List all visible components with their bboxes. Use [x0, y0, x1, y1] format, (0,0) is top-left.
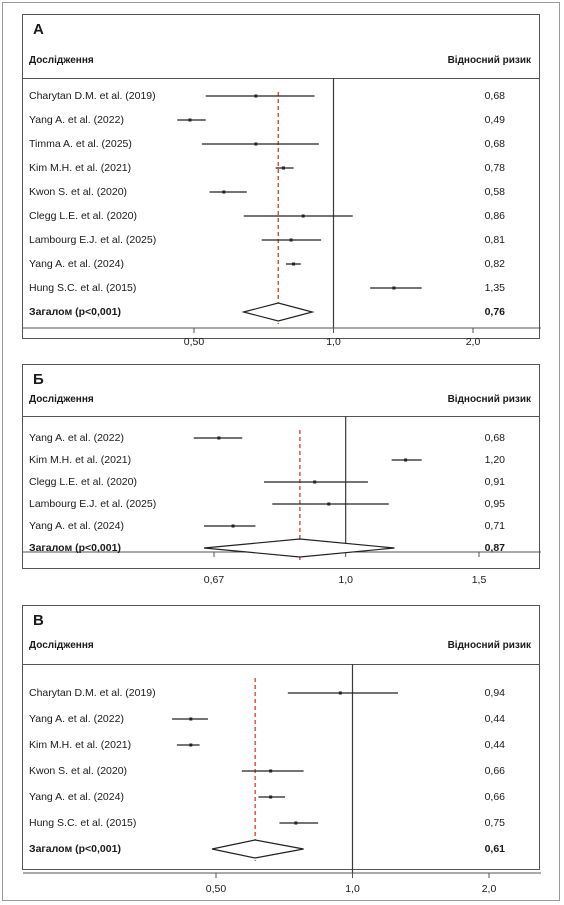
point-estimate: [301, 214, 305, 218]
study-name: Lambourg E.J. et al. (2025): [29, 498, 157, 510]
study-name: Yang A. et al. (2024): [29, 520, 124, 532]
point-estimate: [189, 743, 193, 747]
study-name: Lambourg E.J. et al. (2025): [29, 234, 157, 246]
study-name: Kwon S. et al. (2020): [29, 186, 128, 198]
overall-rr-value: 0,61: [484, 843, 505, 855]
header-divider: [23, 664, 539, 665]
x-tick-label: 0,50: [183, 336, 205, 348]
point-estimate: [254, 94, 258, 98]
study-name: Charytan D.M. et al. (2019): [29, 687, 156, 699]
study-rr-value: 0,49: [484, 114, 505, 126]
study-name: Kim M.H. et al. (2021): [29, 739, 132, 751]
study-rr-value: 0,81: [484, 234, 505, 246]
forest-plot-area: [23, 78, 541, 333]
study-rr-value: 0,71: [484, 520, 505, 532]
study-rr-value: 1,20: [484, 454, 505, 466]
overall-diamond: [203, 538, 395, 558]
x-tick-label: 2,0: [481, 883, 497, 895]
point-estimate: [338, 691, 342, 695]
forest-plot-area: [23, 664, 541, 878]
study-rr-value: 0,66: [484, 765, 505, 777]
study-rr-value: 0,94: [484, 687, 505, 699]
point-estimate: [289, 238, 293, 242]
x-tick-label: 1,0: [345, 883, 360, 895]
overall-label: Загалом (p<0,001): [29, 306, 121, 318]
panel-letter: Б: [33, 371, 44, 388]
x-tick-label: 1,0: [326, 336, 341, 348]
study-rr-value: 0,91: [484, 476, 505, 488]
overall-label: Загалом (p<0,001): [29, 843, 121, 855]
study-rr-value: 0,68: [484, 90, 505, 102]
header-relative-risk: Відносний ризик: [447, 55, 531, 66]
study-name: Hung S.C. et al. (2015): [29, 282, 137, 294]
x-tick-label: 0,67: [203, 574, 225, 586]
study-name: Charytan D.M. et al. (2019): [29, 90, 156, 102]
overall-diamond: [211, 839, 304, 859]
header-study: Дослідження: [29, 394, 94, 405]
study-rr-value: 0,86: [484, 210, 505, 222]
forest-panel: В Дослідження Відносний ризик 0,50 1,0 2,0 Cha…: [22, 605, 541, 895]
overall-diamond: [241, 302, 315, 322]
point-estimate: [292, 262, 296, 266]
point-estimate: [392, 286, 396, 290]
point-estimate: [254, 142, 258, 146]
header-divider: [23, 416, 539, 417]
overall-rr-value: 0,87: [484, 542, 505, 554]
study-name: Timma A. et al. (2025): [29, 138, 132, 150]
x-tick-label: 0,50: [205, 883, 227, 895]
study-rr-value: 1,35: [484, 282, 505, 294]
study-name: Clegg L.E. et al. (2020): [29, 476, 137, 488]
point-estimate: [269, 795, 273, 799]
study-name: Yang A. et al. (2022): [29, 114, 124, 126]
point-estimate: [404, 458, 408, 462]
point-estimate: [327, 502, 331, 506]
study-rr-value: 0,68: [484, 138, 505, 150]
point-estimate: [188, 118, 192, 122]
study-name: Yang A. et al. (2024): [29, 258, 124, 270]
study-rr-value: 0,78: [484, 162, 505, 174]
study-name: Kim M.H. et al. (2021): [29, 162, 132, 174]
header-relative-risk: Відносний ризик: [447, 640, 531, 651]
study-rr-value: 0,82: [484, 258, 505, 270]
point-estimate: [222, 190, 226, 194]
study-rr-value: 0,58: [484, 186, 505, 198]
header-study: Дослідження: [29, 640, 94, 651]
point-estimate: [231, 524, 235, 528]
panel-letter: В: [33, 612, 44, 629]
study-name: Clegg L.E. et al. (2020): [29, 210, 137, 222]
study-name: Hung S.C. et al. (2015): [29, 817, 137, 829]
study-rr-value: 0,44: [484, 739, 505, 751]
forest-plot-area: [23, 416, 541, 560]
study-rr-value: 0,68: [484, 432, 505, 444]
panel-letter: А: [33, 21, 44, 38]
study-rr-value: 0,95: [484, 498, 505, 510]
point-estimate: [269, 769, 273, 773]
study-name: Yang A. et al. (2024): [29, 791, 124, 803]
point-estimate: [217, 436, 221, 440]
point-estimate: [281, 166, 285, 170]
forest-panel: А Дослідження Відносний ризик 0,50 1,0 2,0 Cha…: [22, 14, 541, 348]
study-name: Kim M.H. et al. (2021): [29, 454, 132, 466]
x-tick-label: 2,0: [465, 336, 481, 348]
forest-panel: Б Дослідження Відносний ризик 0,67 1,0 1,5 Yan…: [22, 364, 541, 586]
point-estimate: [294, 821, 298, 825]
study-name: Yang A. et al. (2022): [29, 432, 124, 444]
overall-label: Загалом (p<0,001): [29, 542, 121, 554]
header-study: Дослідження: [29, 55, 94, 66]
study-rr-value: 0,66: [484, 791, 505, 803]
point-estimate: [313, 480, 317, 484]
header-relative-risk: Відносний ризик: [447, 394, 531, 405]
header-divider: [23, 78, 539, 79]
point-estimate: [189, 717, 193, 721]
study-rr-value: 0,44: [484, 713, 505, 725]
overall-rr-value: 0,76: [484, 306, 505, 318]
study-name: Kwon S. et al. (2020): [29, 765, 128, 777]
study-rr-value: 0,75: [484, 817, 505, 829]
x-tick-label: 1,5: [471, 574, 487, 586]
x-tick-label: 1,0: [338, 574, 353, 586]
study-name: Yang A. et al. (2022): [29, 713, 124, 725]
